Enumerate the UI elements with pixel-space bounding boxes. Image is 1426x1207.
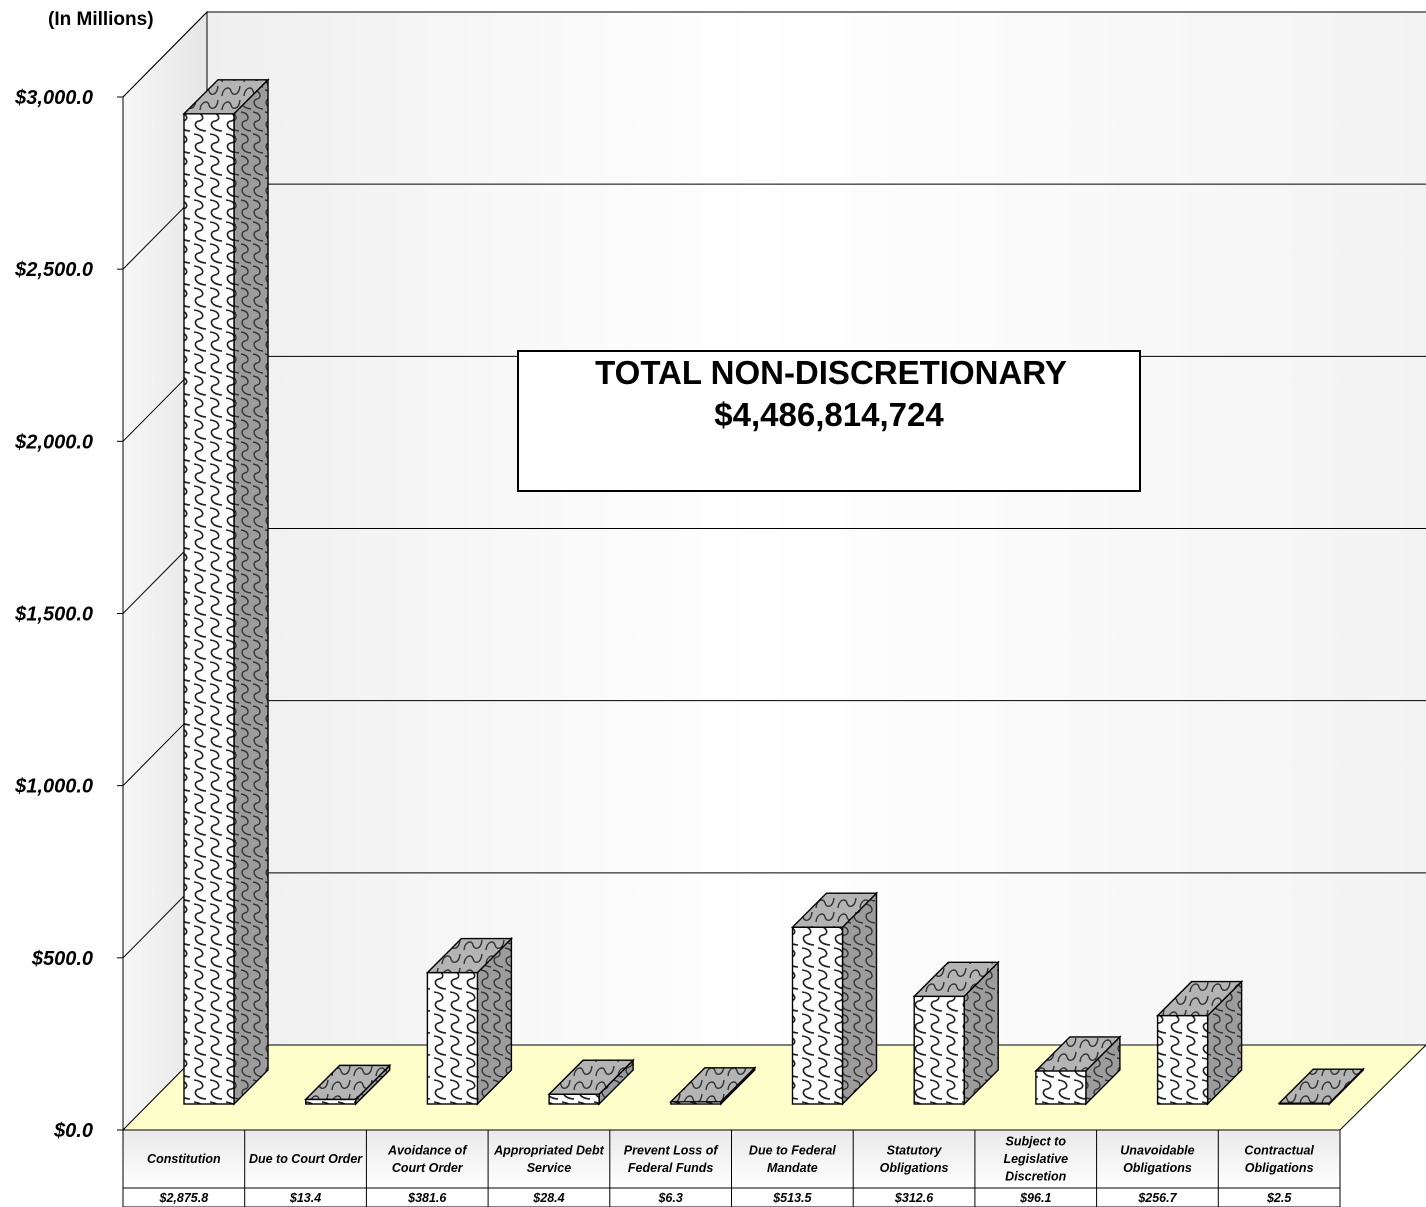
category-label: Court Order	[392, 1161, 464, 1175]
bar-front	[1156, 1014, 1209, 1105]
annotation-line-2: $4,486,814,724	[714, 396, 944, 433]
value-label: $312.6	[894, 1191, 934, 1205]
value-label: $96.1	[1019, 1191, 1051, 1205]
category-label: Appropriated Debt	[493, 1143, 605, 1157]
bar-top	[304, 1064, 392, 1101]
value-label: $2,875.8	[159, 1191, 209, 1205]
category-label: Subject to	[1006, 1135, 1067, 1149]
category-label: Service	[527, 1161, 572, 1175]
category-label: Unavoidable	[1120, 1143, 1194, 1157]
value-label: $2.5	[1266, 1191, 1292, 1205]
bar-top	[669, 1067, 757, 1103]
bar-top	[425, 937, 514, 974]
value-label: $513.5	[772, 1191, 812, 1205]
bar-front	[426, 971, 479, 1105]
bar	[1034, 1035, 1122, 1106]
bar	[304, 1063, 392, 1106]
value-axis: $0.0 $500.0 $1,000.0 $1,500.0 $2,000.0 $2,500…	[14, 87, 124, 1142]
bar-top	[182, 79, 270, 115]
bar	[912, 960, 1000, 1106]
unit-label: (In Millions)	[48, 9, 154, 30]
gridline-diagonal	[122, 11, 208, 98]
bar-side	[841, 891, 878, 1106]
bar	[790, 891, 879, 1106]
y-tick-label: $1,500.0	[14, 604, 93, 626]
bar	[547, 1058, 635, 1106]
value-label: $13.4	[289, 1191, 321, 1205]
y-tick-label: $1,000.0	[14, 776, 93, 798]
category-label: Avoidance of	[387, 1143, 468, 1157]
bar-top	[547, 1059, 635, 1095]
value-label: $381.6	[407, 1191, 447, 1205]
bar-front	[183, 113, 235, 1105]
value-label: $6.3	[657, 1191, 682, 1205]
category-label: Federal Funds	[628, 1161, 713, 1175]
category-label: Legislative	[1003, 1152, 1068, 1166]
category-label: Contractual	[1244, 1143, 1314, 1157]
value-label: $28.4	[532, 1191, 564, 1205]
bar-front	[548, 1093, 600, 1105]
category-label: Mandate	[767, 1161, 818, 1175]
gridlines	[122, 11, 1426, 959]
bar-front	[1035, 1070, 1087, 1105]
bar-top	[1034, 1036, 1122, 1072]
category-label: Discretion	[1005, 1170, 1066, 1184]
bar-top	[912, 961, 1000, 998]
bars	[182, 78, 1365, 1106]
value-label: $256.7	[1137, 1191, 1177, 1205]
bar	[669, 1066, 757, 1106]
y-tick-label: $3,000.0	[14, 87, 93, 109]
category-label: Obligations	[1245, 1161, 1314, 1175]
bar-side	[233, 78, 269, 1106]
annotation-box	[517, 350, 1141, 492]
y-tick-label: $500.0	[31, 948, 93, 970]
category-label: Due to Court Order	[249, 1152, 363, 1166]
bar	[425, 936, 514, 1106]
y-tick-label: $0.0	[53, 1120, 93, 1142]
bar	[1277, 1067, 1365, 1106]
bar	[182, 78, 270, 1106]
category-label: Obligations	[1123, 1161, 1192, 1175]
bar-front	[913, 995, 965, 1105]
category-label: Statutory	[887, 1143, 943, 1157]
bar-front	[791, 926, 844, 1105]
category-label: Constitution	[147, 1152, 221, 1166]
y-tick-label: $2,000.0	[14, 431, 93, 453]
bar-top	[1155, 980, 1244, 1017]
y-tick-label: $2,500.0	[14, 259, 93, 281]
category-label: Obligations	[880, 1161, 949, 1175]
bar	[1155, 979, 1244, 1106]
category-table: Constitution $2,875.8 Due to Court Order $1…	[147, 1130, 1314, 1207]
annotation-line-1: TOTAL NON-DISCRETIONARY	[595, 354, 1067, 391]
bar-top	[790, 892, 879, 928]
category-label: Due to Federal	[749, 1143, 836, 1157]
category-label: Prevent Loss of	[624, 1143, 720, 1157]
bar-top	[1277, 1068, 1365, 1104]
